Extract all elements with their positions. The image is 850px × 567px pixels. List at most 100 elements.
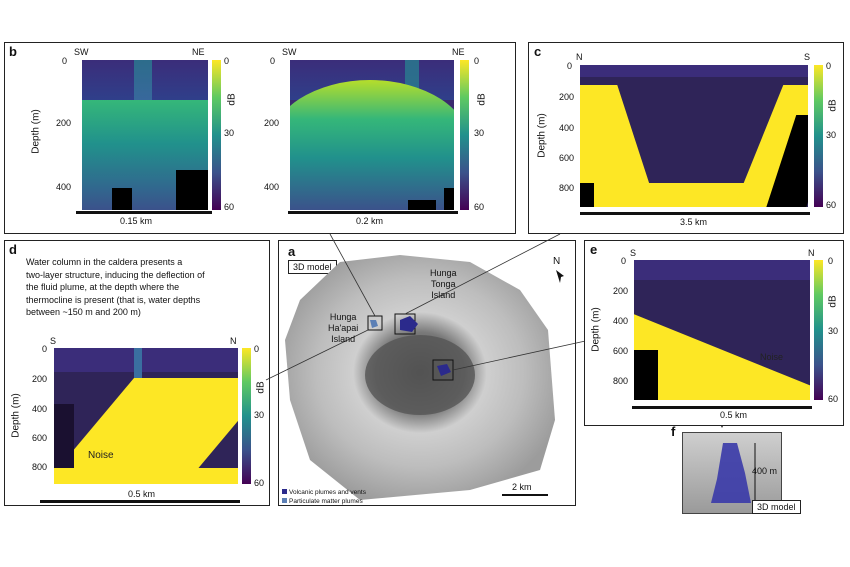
f-height-label: 400 m [752,466,778,476]
d-dir-left: S [50,336,57,346]
a-legend-item-2: Particulate matter plumes [282,497,366,506]
d-colorbar [242,348,251,484]
e-dir-right: N [808,248,815,258]
d-echogram [54,348,238,484]
b-left-dir-left: SW [74,47,89,57]
b-left-scale-label: 0.15 km [120,216,153,226]
e-noise-label: Noise [760,352,784,362]
e-echogram [634,260,810,400]
d-noise-label: Noise [88,450,114,461]
e-ytick-0: 0 [621,256,627,266]
d-ytick-0: 0 [42,344,48,354]
b-left-dir-right: NE [192,47,205,57]
a-scale-label: 2 km [512,482,532,492]
e-cbar-label: dB [827,295,839,308]
e-ytick-200: 200 [613,286,629,296]
a-label-haapai: Hunga Ha'apai Island [328,312,358,345]
e-cbar-0: 0 [828,256,834,266]
b-left-ytick-200: 200 [56,118,72,128]
a-legend-text-2: Particulate matter plumes [289,498,363,505]
d-ytick-600: 600 [32,433,48,443]
c-scale-label: 3.5 km [680,217,708,227]
b-right-colorbar [460,60,469,210]
a-plume-1 [400,316,418,332]
e-ytick-600: 600 [613,346,629,356]
a-legend-item-1: Volcanic plumes and vents [282,488,366,497]
b-right-dir-right: NE [452,47,465,57]
a-particulate-1 [370,320,378,328]
a-haapai-line-1: Hunga [329,312,357,322]
d-ytick-800: 800 [32,462,48,472]
e-scale-label: 0.5 km [720,410,748,420]
c-cbar-0: 0 [826,61,832,71]
b-left-ytick-0: 0 [62,56,68,66]
b-right-ytick-400: 400 [264,182,280,192]
c-scale-bar [580,212,810,215]
d-note-line-3: the fluid plume, at the depth where the [26,282,180,292]
d-note-line-1: Water column in the caldera presents a [26,257,183,267]
c-dir-right: S [804,52,811,62]
e-dir-left: S [630,248,637,258]
panel-f-label: f [671,424,676,439]
b-right-ytick-0: 0 [270,56,276,66]
d-dir-right: N [230,336,237,346]
c-ytick-200: 200 [559,92,575,102]
a-north-label: N [553,256,561,267]
a-label-tonga: Hunga Tonga Island [430,268,457,301]
b-right-echogram [290,60,454,210]
a-callout-line-e [452,339,591,371]
d-annotation: Water column in the caldera presents a t… [26,256,205,319]
a-callout-line-c [404,233,561,315]
c-ytick-600: 600 [559,153,575,163]
a-scale-bar [502,494,548,496]
a-callout-line-b [329,233,376,317]
d-scale-bar [40,500,240,503]
d-cbar-0: 0 [254,344,260,354]
b-left-scale-bar [76,211,212,214]
b-right-dir-left: SW [282,47,297,57]
e-ytick-800: 800 [613,376,629,386]
d-scale-label: 0.5 km [128,489,156,499]
a-callout-line-d [265,329,369,381]
c-cbar-30: 30 [826,130,837,140]
a-legend: Volcanic plumes and vents Particulate ma… [282,488,366,506]
d-note-line-5: between ~150 m and 200 m) [26,307,141,317]
panel-b-label: b [9,44,17,59]
e-scale-bar [632,406,812,409]
b-right-scale-bar [288,211,458,214]
f-plume-shape [711,443,751,503]
e-colorbar [814,260,823,400]
b-left-ytick-400: 400 [56,182,72,192]
a-legend-swatch-2 [282,498,287,503]
e-cbar-60: 60 [828,394,839,404]
a-north-arrow-icon [556,270,564,283]
d-note-line-2: two-layer structure, inducing the deflec… [26,269,205,280]
b-right-cbar-60: 60 [474,202,485,212]
b-right-scale-label: 0.2 km [356,216,384,226]
e-cbar-30: 30 [828,326,839,336]
b-right-cbar-0: 0 [474,56,480,66]
c-ytick-400: 400 [559,123,575,133]
b-left-echogram [82,60,208,210]
a-caldera [365,335,475,415]
c-cbar-60: 60 [826,200,837,210]
a-haapai-line-2: Ha'apai [328,323,359,333]
a-plume-2 [437,364,451,376]
b-left-colorbar [212,60,221,210]
b-right-cbar-30: 30 [474,128,485,138]
b-left-cbar-0: 0 [224,56,230,66]
a-tonga-line-2: Tonga [431,279,456,289]
c-ytick-800: 800 [559,183,575,193]
d-note-line-4: thermocline is present (that is, water d… [26,294,201,305]
a-tonga-line-1: Hunga [430,268,457,278]
a-legend-text-1: Volcanic plumes and vents [289,489,366,496]
a-haapai-line-3: Island [331,334,356,344]
a-legend-swatch-1 [282,489,287,494]
f-model-tag: 3D model [752,500,801,514]
panel-d-label: d [9,242,17,257]
d-ytick-200: 200 [32,374,48,384]
b-left-cbar-30: 30 [224,128,235,138]
c-echogram [580,65,808,207]
b-left-cbar-60: 60 [224,202,235,212]
panel-a-label: a [288,244,296,259]
